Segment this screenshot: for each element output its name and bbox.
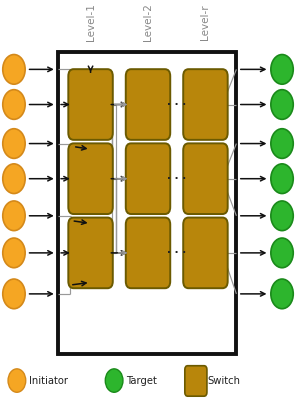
- Text: Switch: Switch: [207, 376, 241, 386]
- Text: Level-2: Level-2: [143, 4, 153, 42]
- FancyBboxPatch shape: [126, 143, 170, 214]
- Circle shape: [271, 129, 293, 158]
- Circle shape: [105, 369, 123, 392]
- Text: · · ·: · · ·: [167, 248, 186, 258]
- Circle shape: [3, 279, 25, 309]
- Text: · · ·: · · ·: [167, 174, 186, 184]
- FancyBboxPatch shape: [68, 218, 113, 288]
- Circle shape: [271, 279, 293, 309]
- FancyBboxPatch shape: [183, 218, 228, 288]
- FancyBboxPatch shape: [126, 69, 170, 140]
- FancyBboxPatch shape: [183, 69, 228, 140]
- Circle shape: [3, 238, 25, 268]
- Text: Level-1: Level-1: [86, 4, 96, 42]
- Circle shape: [271, 90, 293, 119]
- Text: · · ·: · · ·: [167, 100, 186, 110]
- Circle shape: [3, 129, 25, 158]
- Circle shape: [271, 201, 293, 231]
- FancyBboxPatch shape: [68, 143, 113, 214]
- Circle shape: [271, 54, 293, 84]
- Circle shape: [3, 54, 25, 84]
- Circle shape: [3, 164, 25, 194]
- Circle shape: [271, 238, 293, 268]
- FancyBboxPatch shape: [68, 69, 113, 140]
- Text: Level-r: Level-r: [200, 5, 210, 40]
- Circle shape: [271, 164, 293, 194]
- FancyBboxPatch shape: [185, 366, 207, 396]
- FancyBboxPatch shape: [126, 218, 170, 288]
- Circle shape: [8, 369, 26, 392]
- Text: Initiator: Initiator: [29, 376, 68, 386]
- Circle shape: [3, 201, 25, 231]
- Bar: [58, 52, 237, 354]
- FancyBboxPatch shape: [183, 143, 228, 214]
- Text: Target: Target: [126, 376, 157, 386]
- Circle shape: [3, 90, 25, 119]
